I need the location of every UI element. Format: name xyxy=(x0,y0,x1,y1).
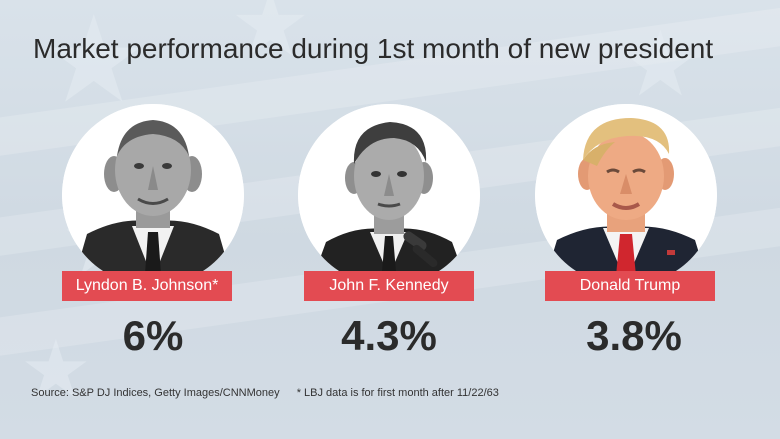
footnote-text: * LBJ data is for first month after 11/2… xyxy=(296,387,499,399)
background-star-icon: ★ xyxy=(620,15,701,115)
background-star-icon: ★ xyxy=(40,0,148,127)
lyndon-b-johnson-portrait xyxy=(62,104,244,286)
footer: Source: S&P DJ Indices, Getty Images/CNN… xyxy=(31,387,499,399)
president-name-label: John F. Kennedy xyxy=(304,271,474,301)
president-card-johnson: Lyndon B. Johnson* 6% xyxy=(62,104,244,364)
market-performance-value: 3.8% xyxy=(586,312,682,359)
page-title: Market performance during 1st month of n… xyxy=(33,33,714,64)
president-name-label: Donald Trump xyxy=(545,271,715,301)
background-star-icon: ★ xyxy=(230,0,311,75)
background-star-icon: ★ xyxy=(20,325,92,414)
market-performance-value: 6% xyxy=(122,312,184,359)
president-card-trump: Donald Trump 3.8% xyxy=(535,104,717,364)
john-f-kennedy-portrait xyxy=(298,104,480,286)
source-text: Source: S&P DJ Indices, Getty Images/CNN… xyxy=(31,387,280,399)
donald-trump-portrait xyxy=(535,104,717,286)
market-performance-value: 4.3% xyxy=(341,312,437,359)
president-card-kennedy: John F. Kennedy 4.3% xyxy=(298,104,480,364)
president-name-label: Lyndon B. Johnson* xyxy=(62,271,232,301)
